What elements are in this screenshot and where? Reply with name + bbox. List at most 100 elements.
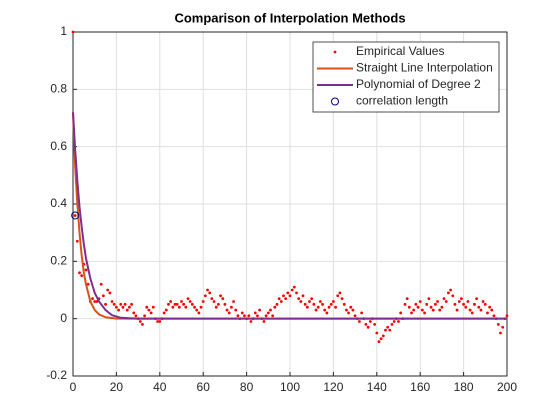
data-dot [249,320,253,323]
data-dot [457,300,461,303]
data-dot [499,331,502,335]
data-dot [462,302,465,306]
data-dot [225,308,229,312]
legend-circle [331,97,339,106]
data-dot [316,305,320,309]
data-dot [318,300,322,303]
data-dot [247,314,251,318]
data-dot [243,314,246,318]
data-dot [431,308,435,312]
data-dot [310,297,314,300]
data-dot [414,302,418,306]
data-dot [269,308,272,312]
data-dot [182,302,186,306]
x-tick-label: 60 [197,380,211,394]
data-dot [219,294,222,298]
x-tick-label: 100 [280,380,300,394]
data-dot [475,297,479,300]
series-line [72,112,507,320]
data-dot [195,308,199,312]
data-dot [266,311,270,315]
data-dot [164,308,168,312]
data-dot [130,302,133,306]
y-tick-label: 0 [60,311,67,325]
data-dot [112,302,116,306]
data-dot [418,300,422,303]
data-dot [151,305,155,309]
data-dot [347,311,350,315]
data-dot [436,300,439,303]
data-dot [212,300,216,303]
data-dot [234,308,238,312]
data-dot [379,337,383,341]
data-dot [410,311,413,315]
x-tick-label: 120 [323,380,343,394]
data-dot [366,325,370,329]
data-dot [288,294,292,298]
data-dot [290,288,294,292]
data-dot [466,300,470,303]
data-dot [386,325,390,329]
data-dot [123,302,127,306]
data-dot [299,300,303,303]
data-dot [501,325,505,329]
marker-circle [71,211,80,220]
data-dot [360,311,364,315]
data-dot [167,302,170,306]
data-dot [275,302,279,306]
data-dot [206,288,209,292]
data-dot [101,294,105,298]
data-dot [496,323,500,326]
data-dot [388,328,392,332]
data-dot [451,294,455,298]
data-dot [358,320,361,323]
legend-label: correlation length [356,94,448,108]
data-dot [433,302,437,306]
data-dot [73,214,77,217]
data-dot [384,328,387,332]
data-dot [486,311,489,315]
data-dot [264,314,268,318]
data-dot [216,302,220,306]
data-dot [119,302,123,306]
data-dot [323,308,327,312]
data-dot [336,294,340,298]
data-dot [262,320,266,323]
y-tick-label: 1 [60,24,67,38]
data-dot [407,305,411,309]
data-dot [149,311,153,315]
data-dot [193,305,196,309]
data-dot [353,314,357,318]
data-dot [227,311,231,315]
data-dot [110,300,114,303]
data-dot [381,334,385,338]
y-tick-label: -0.2 [46,368,67,382]
data-dot [121,305,125,309]
data-dot [505,314,509,318]
data-dot [99,282,103,286]
legend-dot [333,50,337,54]
data-dot [460,297,463,300]
data-dot [279,300,283,303]
data-dot [464,305,468,309]
data-dot [345,308,348,312]
data-dot [210,297,214,300]
data-dot [273,305,277,309]
data-dot [236,314,240,318]
data-dot [492,314,496,318]
x-tick-label: 200 [497,380,517,394]
data-dot [282,294,285,298]
x-tick-label: 140 [367,380,387,394]
data-dot [180,300,183,303]
data-dot [390,323,394,326]
data-dot [377,340,381,343]
data-dot [256,314,259,318]
data-dot [138,320,142,323]
data-dot [177,305,181,309]
data-dot [440,305,444,309]
data-dot [158,320,162,323]
data-dot [334,305,337,309]
data-dot [295,291,298,295]
data-dot [197,311,201,315]
